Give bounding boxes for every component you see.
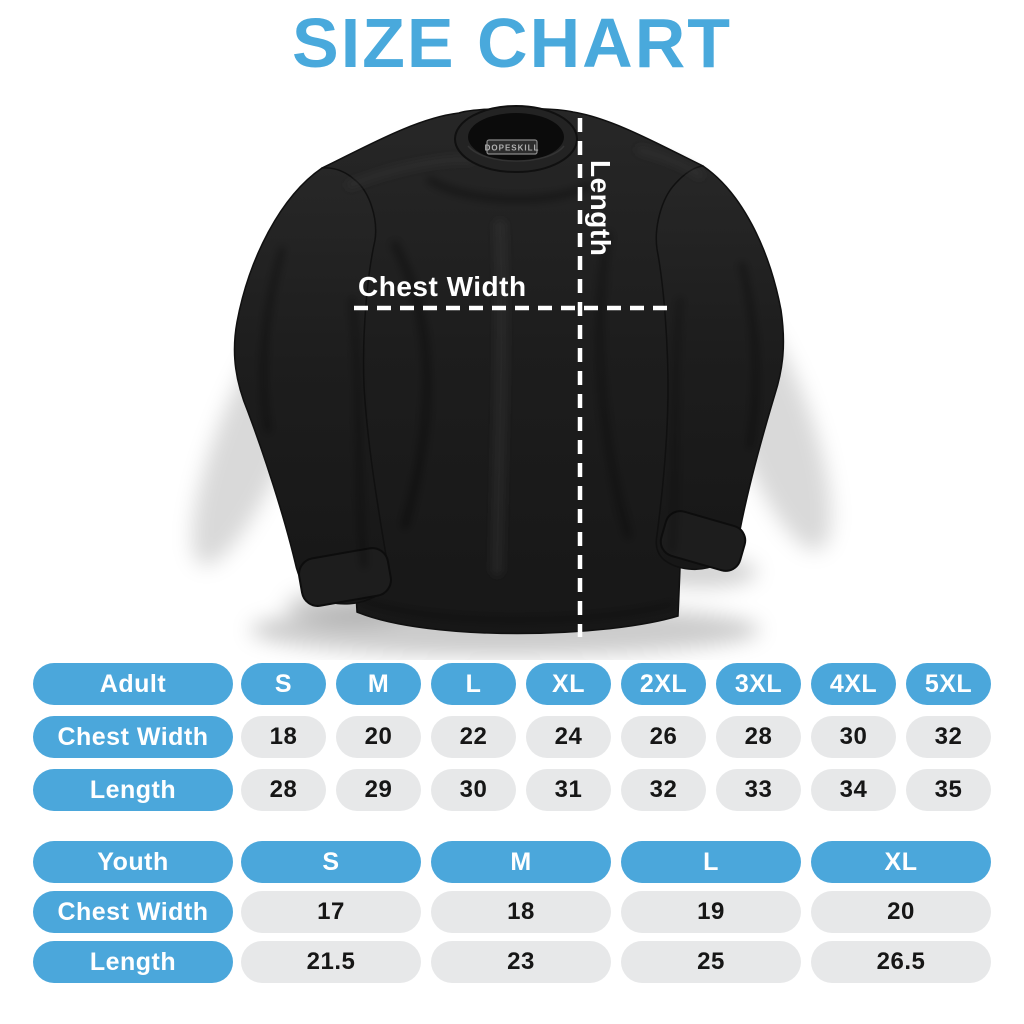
value-pill: 20	[811, 891, 991, 933]
adult-size-4xl-pill: 4XL	[811, 663, 896, 705]
collar-brand-label	[486, 139, 538, 155]
adult-header-row: Adult S M L XL 2XL 3XL 4XL 5XL	[33, 663, 991, 705]
value-pill: 30	[811, 716, 896, 758]
youth-chest-width-row: Chest Width 17 18 19 20	[33, 891, 991, 933]
value-pill: 20	[336, 716, 421, 758]
adult-size-3xl-pill: 3XL	[716, 663, 801, 705]
value-pill: 19	[621, 891, 801, 933]
value-pill: 21.5	[241, 941, 421, 983]
value-pill: 29	[336, 769, 421, 811]
value-pill: 25	[621, 941, 801, 983]
value-pill: 26	[621, 716, 706, 758]
chest-width-label: Chest Width	[358, 271, 527, 302]
adult-header-pill: Adult	[33, 663, 233, 705]
youth-length-label-pill: Length	[33, 941, 233, 983]
value-pill: 28	[241, 769, 326, 811]
youth-size-s-pill: S	[241, 841, 421, 883]
adult-size-5xl-pill: 5XL	[906, 663, 991, 705]
value-pill: 23	[431, 941, 611, 983]
adult-chest-width-row: Chest Width 18 20 22 24 26 28 30 32	[33, 716, 991, 758]
youth-header-row: Youth S M L XL	[33, 841, 991, 883]
shirt-wrinkles	[259, 146, 760, 622]
shirt-collar: DOPESKILL	[454, 105, 578, 173]
shirt-illustration: DOPESKILL Chest Width Length	[192, 105, 832, 656]
youth-size-l-pill: L	[621, 841, 801, 883]
value-pill: 31	[526, 769, 611, 811]
value-pill: 26.5	[811, 941, 991, 983]
adult-size-m-pill: M	[336, 663, 421, 705]
value-pill: 33	[716, 769, 801, 811]
value-pill: 18	[431, 891, 611, 933]
measurement-overlay: Chest Width Length	[354, 118, 672, 637]
youth-length-row: Length 21.5 23 25 26.5	[33, 941, 991, 983]
value-pill: 22	[431, 716, 516, 758]
adult-size-s-pill: S	[241, 663, 326, 705]
shirt-right-sleeve	[655, 165, 785, 571]
adult-size-table: Adult S M L XL 2XL 3XL 4XL 5XL Chest Wid…	[33, 663, 991, 811]
youth-size-table: Youth S M L XL Chest Width 17 18 19 20 L…	[33, 841, 991, 983]
youth-size-m-pill: M	[431, 841, 611, 883]
value-pill: 24	[526, 716, 611, 758]
adult-size-2xl-pill: 2XL	[621, 663, 706, 705]
shirt-right-cuff	[659, 510, 747, 572]
collar-brand-text: DOPESKILL	[485, 144, 540, 153]
youth-header-pill: Youth	[33, 841, 233, 883]
value-pill: 30	[431, 769, 516, 811]
youth-chest-width-label-pill: Chest Width	[33, 891, 233, 933]
youth-size-xl-pill: XL	[811, 841, 991, 883]
adult-size-l-pill: L	[431, 663, 516, 705]
shirt-left-cuff	[298, 547, 392, 607]
value-pill: 32	[621, 769, 706, 811]
value-pill: 34	[811, 769, 896, 811]
length-label: Length	[585, 160, 616, 256]
value-pill: 28	[716, 716, 801, 758]
page-title: SIZE CHART	[292, 4, 732, 82]
adult-length-row: Length 28 29 30 31 32 33 34 35	[33, 769, 991, 811]
adult-length-label-pill: Length	[33, 769, 233, 811]
value-pill: 32	[906, 716, 991, 758]
value-pill: 35	[906, 769, 991, 811]
adult-size-xl-pill: XL	[526, 663, 611, 705]
value-pill: 17	[241, 891, 421, 933]
value-pill: 18	[241, 716, 326, 758]
adult-chest-width-label-pill: Chest Width	[33, 716, 233, 758]
